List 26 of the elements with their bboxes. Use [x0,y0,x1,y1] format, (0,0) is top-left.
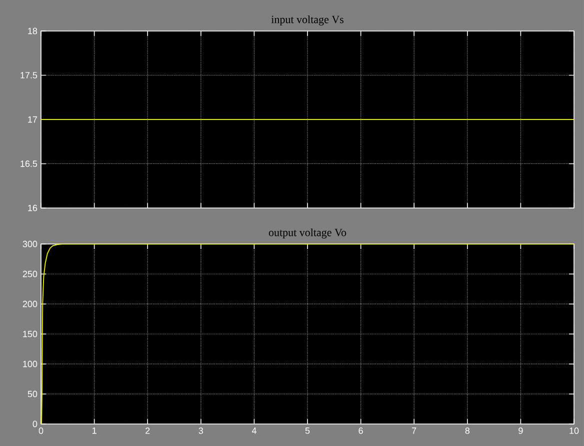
line-series [41,244,574,424]
chart-title: output voltage Vo [268,228,346,238]
x-tick-label: 3 [198,428,204,434]
y-tick-label: 0 [32,420,38,428]
y-tick-label: 100 [23,360,38,368]
y-tick-label: 250 [22,270,38,278]
y-tick-label: 300 [22,240,38,248]
x-tick-label: 10 [570,428,579,434]
x-tick-label: 7 [412,428,416,434]
x-tick-label: 4 [252,428,256,434]
chart-title: input voltage Vs [271,15,344,26]
x-tick-label: 0 [38,428,44,434]
y-tick-label: 50 [28,390,38,398]
x-tick-label: 6 [358,428,363,434]
x-tick-label: 9 [518,428,523,434]
y-tick-label: 18 [28,28,38,34]
x-tick-label: 1 [92,428,96,434]
y-tick-label: 200 [22,300,38,308]
y-tick-label: 150 [23,330,38,338]
y-tick-label: 17.5 [20,72,38,78]
y-tick-label: 17 [28,116,38,123]
x-tick-label: 5 [305,428,310,434]
y-tick-label: 16 [28,204,38,212]
x-tick-label: 8 [465,428,470,434]
y-tick-label: 16.5 [20,160,38,167]
x-tick-label: 2 [146,428,150,434]
